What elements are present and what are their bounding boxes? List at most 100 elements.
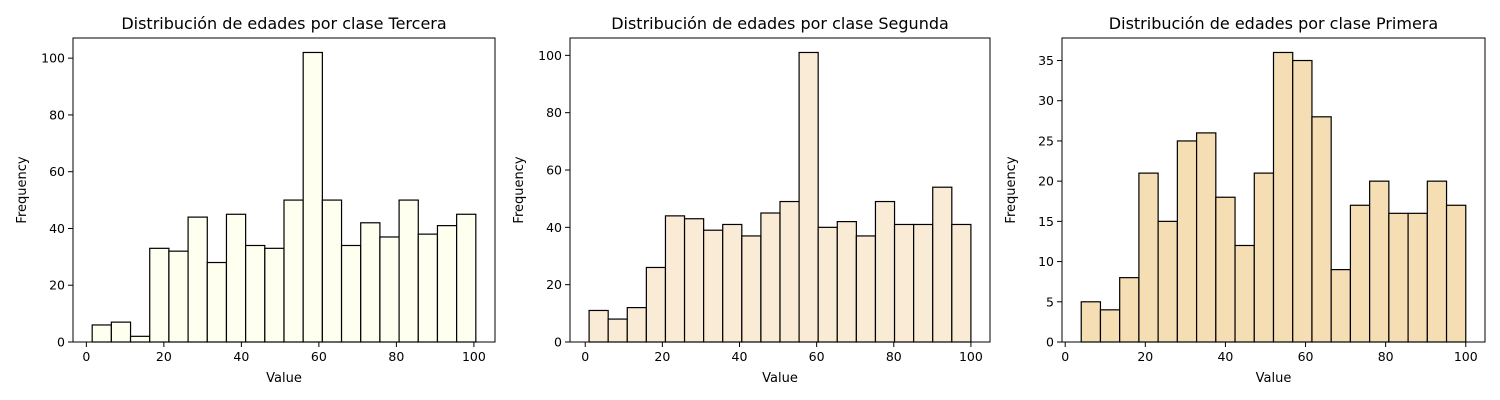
bar-tercera-1 bbox=[110, 321, 132, 343]
y-tick-label-segunda-1: 20 bbox=[546, 277, 562, 292]
y-axis-label-primera: Frequency bbox=[1004, 156, 1019, 223]
x-axis-label-primera: Value bbox=[1256, 371, 1292, 386]
bar-tercera-12 bbox=[321, 199, 343, 343]
bar-tercera-11 bbox=[302, 51, 323, 343]
x-tick-label-primera-4: 80 bbox=[1378, 349, 1394, 364]
bar-primera-9 bbox=[1253, 172, 1275, 343]
bar-tercera-16 bbox=[398, 199, 419, 343]
bar-segunda-4 bbox=[664, 215, 686, 343]
y-axis-label-tercera: Frequency bbox=[15, 156, 30, 223]
x-axis-label-tercera: Value bbox=[266, 371, 302, 386]
y-tick-label-segunda-4: 80 bbox=[546, 105, 562, 120]
x-tick-label-primera-3: 60 bbox=[1298, 349, 1314, 364]
y-tick-label-tercera-0: 0 bbox=[57, 335, 65, 350]
bar-segunda-9 bbox=[760, 212, 781, 343]
bar-tercera-18 bbox=[436, 225, 458, 343]
y-axis-label-segunda: Frequency bbox=[512, 156, 527, 223]
y-tick-label-primera-4: 20 bbox=[1038, 174, 1054, 189]
bar-primera-8 bbox=[1234, 244, 1255, 343]
chart-title-tercera: Distribución de edades por clase Tercera bbox=[121, 14, 446, 33]
y-tick-label-tercera-5: 100 bbox=[41, 51, 65, 66]
y-tick-label-primera-6: 30 bbox=[1038, 93, 1054, 108]
y-tick-label-tercera-1: 20 bbox=[49, 278, 65, 293]
y-tick-label-primera-7: 35 bbox=[1038, 53, 1054, 68]
bar-primera-0 bbox=[1080, 301, 1102, 343]
bar-segunda-12 bbox=[817, 226, 838, 343]
y-tick-label-primera-2: 10 bbox=[1038, 254, 1054, 269]
x-tick-label-tercera-3: 60 bbox=[311, 349, 327, 364]
bar-tercera-3 bbox=[149, 247, 170, 343]
x-tick-label-primera-0: 0 bbox=[1061, 349, 1069, 364]
bar-primera-16 bbox=[1388, 212, 1409, 343]
y-tick-label-primera-5: 25 bbox=[1038, 133, 1054, 148]
bar-primera-14 bbox=[1349, 204, 1371, 343]
y-tick-label-segunda-0: 0 bbox=[554, 335, 562, 350]
histogram-panel-tercera: 0 20 40 60 80 100 0 20 40 60 80 100 Distribución de … bbox=[15, 14, 496, 386]
bar-primera-10 bbox=[1272, 51, 1294, 343]
bar-primera-11 bbox=[1292, 59, 1313, 343]
x-axis-label-segunda: Value bbox=[762, 371, 798, 386]
bar-tercera-4 bbox=[168, 250, 189, 343]
x-tick-label-segunda-5: 100 bbox=[959, 349, 983, 364]
bar-tercera-0 bbox=[91, 324, 112, 343]
bar-segunda-6 bbox=[703, 229, 724, 343]
bar-tercera-19 bbox=[456, 213, 477, 343]
bar-segunda-15 bbox=[874, 200, 896, 343]
bar-tercera-9 bbox=[264, 247, 285, 343]
histogram-panel-segunda: 0 20 40 60 80 100 0 20 40 60 80 100 Distribución de … bbox=[512, 14, 991, 386]
x-tick-label-tercera-4: 80 bbox=[388, 349, 404, 364]
chart-title-segunda: Distribución de edades por clase Segunda bbox=[611, 14, 949, 33]
bar-primera-1 bbox=[1099, 309, 1121, 343]
bar-tercera-6 bbox=[206, 261, 228, 343]
x-tick-label-primera-2: 40 bbox=[1217, 349, 1233, 364]
bar-tercera-10 bbox=[283, 199, 304, 343]
y-tick-label-segunda-2: 40 bbox=[546, 220, 562, 235]
bar-primera-13 bbox=[1330, 269, 1352, 343]
bar-segunda-16 bbox=[893, 223, 915, 343]
bar-segunda-19 bbox=[951, 223, 972, 343]
bar-segunda-11 bbox=[798, 51, 819, 343]
bar-segunda-1 bbox=[607, 318, 628, 343]
x-tick-label-segunda-3: 60 bbox=[809, 349, 825, 364]
bar-segunda-8 bbox=[741, 235, 762, 343]
x-tick-label-primera-1: 20 bbox=[1137, 349, 1153, 364]
bar-segunda-14 bbox=[855, 235, 877, 343]
bar-primera-17 bbox=[1407, 212, 1428, 343]
bar-segunda-18 bbox=[932, 186, 953, 343]
y-tick-label-segunda-5: 100 bbox=[538, 48, 562, 63]
bar-segunda-2 bbox=[626, 307, 647, 343]
bar-primera-5 bbox=[1176, 140, 1198, 343]
y-tick-label-segunda-3: 60 bbox=[546, 163, 562, 178]
bar-primera-2 bbox=[1119, 277, 1140, 343]
bar-segunda-17 bbox=[913, 223, 934, 343]
bar-primera-19 bbox=[1445, 204, 1467, 343]
bar-segunda-10 bbox=[779, 200, 800, 343]
x-tick-label-segunda-0: 0 bbox=[581, 349, 589, 364]
y-tick-label-primera-1: 5 bbox=[1046, 294, 1054, 309]
bar-tercera-5 bbox=[187, 216, 208, 343]
bar-segunda-3 bbox=[645, 266, 667, 343]
bar-segunda-0 bbox=[588, 309, 609, 343]
y-tick-label-tercera-2: 40 bbox=[49, 221, 65, 236]
bar-tercera-17 bbox=[417, 233, 439, 343]
bar-primera-18 bbox=[1426, 180, 1448, 343]
bar-tercera-15 bbox=[379, 236, 400, 343]
axes-frame-tercera bbox=[72, 37, 496, 343]
chart-title-primera: Distribución de edades por clase Primera bbox=[1109, 14, 1438, 33]
bar-tercera-14 bbox=[360, 222, 381, 343]
bar-primera-3 bbox=[1138, 172, 1159, 343]
bar-primera-12 bbox=[1311, 116, 1332, 343]
axes-frame-primera bbox=[1061, 37, 1486, 343]
bar-tercera-7 bbox=[225, 213, 247, 343]
bar-primera-6 bbox=[1195, 132, 1217, 343]
x-tick-label-tercera-1: 20 bbox=[156, 349, 172, 364]
bar-segunda-7 bbox=[722, 223, 743, 343]
x-tick-label-tercera-0: 0 bbox=[82, 349, 90, 364]
y-tick-label-tercera-3: 60 bbox=[49, 164, 65, 179]
x-tick-label-primera-5: 100 bbox=[1454, 349, 1478, 364]
x-tick-label-tercera-5: 100 bbox=[462, 349, 486, 364]
histogram-panel-primera: 0 20 40 60 80 100 0 5 10 15 20 25 30 35 Distribución d… bbox=[1004, 14, 1486, 386]
bar-primera-4 bbox=[1157, 220, 1178, 343]
y-tick-label-primera-3: 15 bbox=[1038, 214, 1054, 229]
